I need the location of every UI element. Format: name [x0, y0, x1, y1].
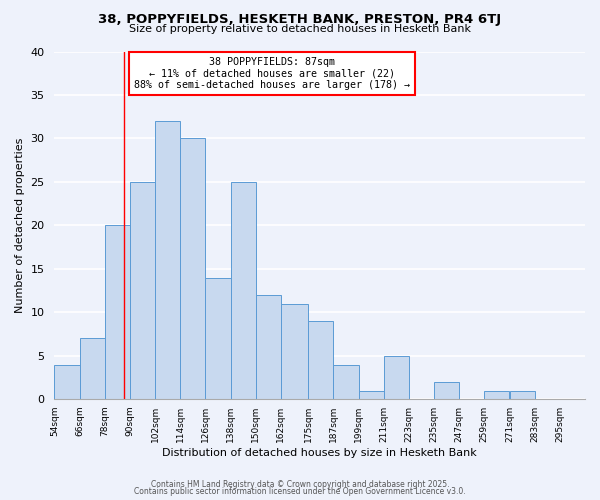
- Y-axis label: Number of detached properties: Number of detached properties: [15, 138, 25, 313]
- Bar: [359, 390, 383, 400]
- Text: 38, POPPYFIELDS, HESKETH BANK, PRESTON, PR4 6TJ: 38, POPPYFIELDS, HESKETH BANK, PRESTON, …: [98, 12, 502, 26]
- Text: 38 POPPYFIELDS: 87sqm
← 11% of detached houses are smaller (22)
88% of semi-deta: 38 POPPYFIELDS: 87sqm ← 11% of detached …: [134, 56, 410, 90]
- Bar: [55, 364, 80, 400]
- Bar: [509, 390, 535, 400]
- Bar: [155, 121, 180, 400]
- Text: Contains public sector information licensed under the Open Government Licence v3: Contains public sector information licen…: [134, 487, 466, 496]
- Bar: [484, 390, 509, 400]
- Bar: [230, 182, 256, 400]
- Text: Contains HM Land Registry data © Crown copyright and database right 2025.: Contains HM Land Registry data © Crown c…: [151, 480, 449, 489]
- Bar: [80, 338, 105, 400]
- Bar: [434, 382, 459, 400]
- Bar: [205, 278, 230, 400]
- Bar: [130, 182, 155, 400]
- Bar: [105, 226, 130, 400]
- Text: Size of property relative to detached houses in Hesketh Bank: Size of property relative to detached ho…: [129, 24, 471, 34]
- Bar: [256, 295, 281, 400]
- Bar: [334, 364, 359, 400]
- Bar: [383, 356, 409, 400]
- Bar: [180, 138, 205, 400]
- Bar: [308, 321, 334, 400]
- Bar: [281, 304, 308, 400]
- X-axis label: Distribution of detached houses by size in Hesketh Bank: Distribution of detached houses by size …: [163, 448, 477, 458]
